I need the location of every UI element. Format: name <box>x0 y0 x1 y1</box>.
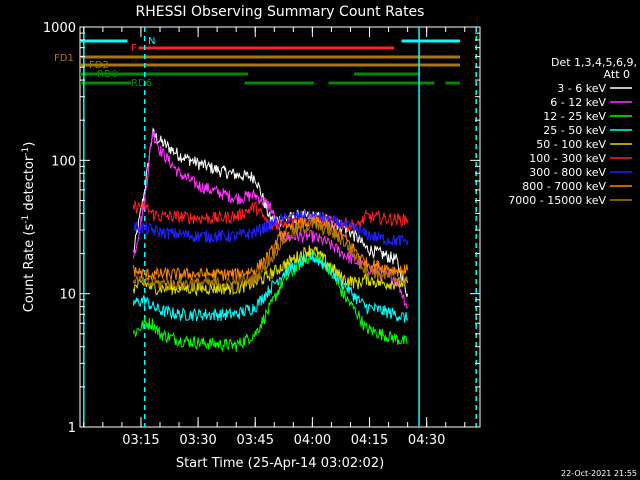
plot-frame <box>79 26 481 428</box>
flag-label: N <box>148 36 155 47</box>
series-line <box>132 210 409 247</box>
legend-entry-label: 6 - 12 keV <box>550 96 606 109</box>
y-tick-label: 10 <box>59 288 76 303</box>
series-line <box>132 245 409 297</box>
legend-entry-label: 50 - 100 keV <box>536 138 606 151</box>
legend-header: Det 1,3,4,5,6,9, <box>551 56 637 69</box>
flag-label: RD0 <box>97 69 118 80</box>
flag-label: FD1 <box>54 53 74 64</box>
y-tick-label: 1 <box>68 421 76 436</box>
y-tick-label: 1000 <box>43 21 76 36</box>
series-line <box>132 250 408 353</box>
flag-label: FD2 <box>89 60 109 71</box>
series-group <box>132 127 409 353</box>
legend-entry-label: 25 - 50 keV <box>543 124 606 137</box>
x-tick-label: 04:15 <box>351 433 388 448</box>
series-line <box>132 217 408 291</box>
legend-entry-label: 12 - 25 keV <box>543 110 606 123</box>
chart-title: RHESSI Observing Summary Count Rates <box>136 4 425 20</box>
series-line <box>132 250 409 323</box>
x-tick-label: 04:30 <box>408 433 445 448</box>
legend-entry-label: 300 - 800 keV <box>529 166 606 179</box>
legend-entry-label: 800 - 7000 keV <box>522 180 606 193</box>
series-line <box>132 200 409 233</box>
flag-label: RD6 <box>131 78 152 89</box>
x-tick-label: 03:30 <box>179 433 216 448</box>
y-axis-label: Count Rate (s-1 detector-1) <box>21 142 37 313</box>
footer-date: 22-Oct-2021 21:55 <box>561 469 637 478</box>
x-tick-label: 03:15 <box>122 433 159 448</box>
series-line <box>132 214 409 281</box>
y-axis: 1 10 100 1000 <box>43 21 480 436</box>
x-axis-label: Start Time (25-Apr-14 03:02:02) <box>176 456 384 471</box>
flag-label: F <box>131 43 137 54</box>
annotation-lines <box>83 27 477 427</box>
legend-header: Att 0 <box>604 68 630 81</box>
legend-entry-label: 3 - 6 keV <box>557 82 606 95</box>
legend-entry-label: 100 - 300 keV <box>529 152 606 165</box>
x-tick-label: 03:45 <box>237 433 274 448</box>
y-tick-label: 100 <box>51 154 76 169</box>
x-tick-label: 04:00 <box>294 433 331 448</box>
legend-entry-label: 7000 - 15000 keV <box>508 194 606 207</box>
x-axis: 03:15 03:30 03:45 04:00 04:15 04:30 <box>83 27 466 448</box>
series-line <box>132 131 409 310</box>
